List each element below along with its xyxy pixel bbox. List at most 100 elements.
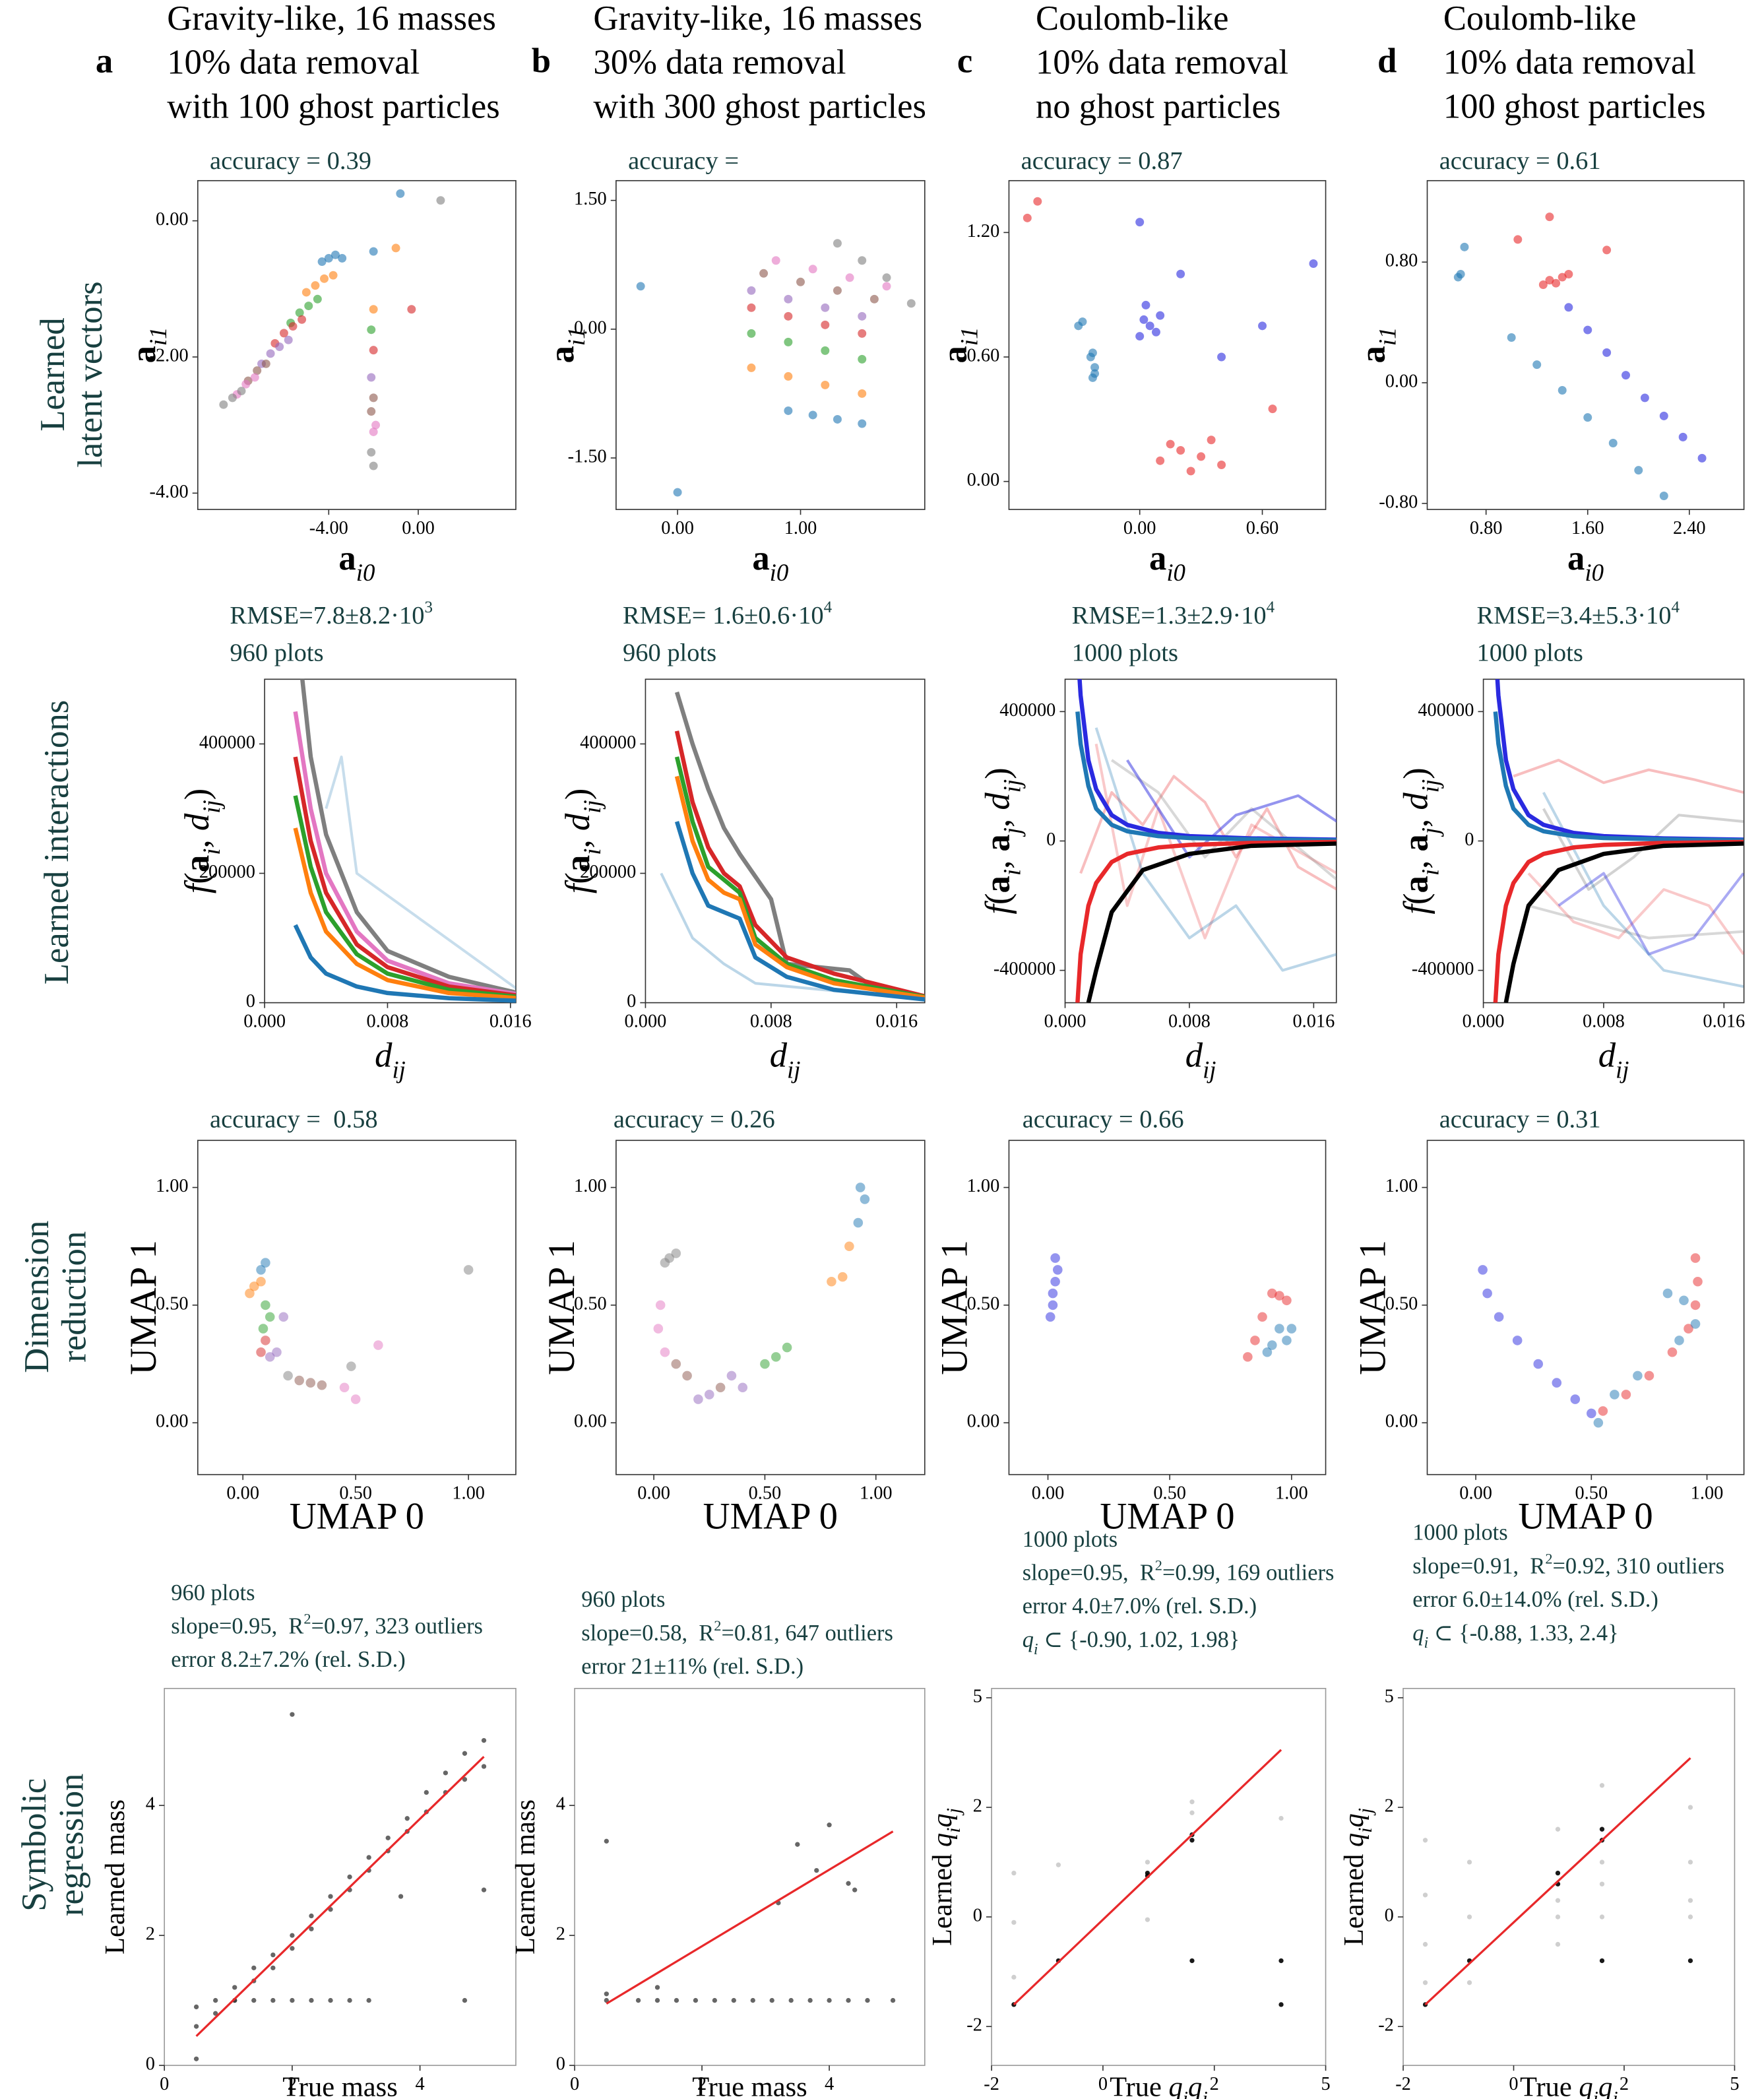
- point: [1267, 1288, 1277, 1299]
- y-axis-label: f(ai, aj, dij): [1397, 767, 1443, 914]
- point: [784, 337, 793, 346]
- point: [1048, 1300, 1058, 1310]
- column-header: 10% data removal: [167, 44, 420, 82]
- curve: [674, 775, 925, 1000]
- point: [1482, 1288, 1492, 1299]
- text-part: ,: [178, 831, 216, 848]
- text-part: j: [1610, 2088, 1618, 2099]
- point: [807, 1997, 813, 2003]
- text-part: slope=0.95, R: [1023, 1561, 1155, 1586]
- point: [693, 1394, 703, 1404]
- text-part: i: [1416, 869, 1443, 876]
- axes-frame: [1426, 1140, 1745, 1475]
- x-axis-label: True qiqj: [1520, 2071, 1618, 2099]
- text-part: q: [927, 1813, 958, 1827]
- text-part: i: [1354, 1827, 1376, 1832]
- point: [338, 253, 347, 263]
- point: [228, 393, 237, 403]
- text-part: a: [978, 834, 1017, 851]
- text-part: i: [943, 1827, 965, 1832]
- text-part: 2: [1545, 1550, 1552, 1566]
- point: [858, 256, 867, 265]
- point: [1552, 278, 1561, 288]
- row-label: Learned interactions: [38, 700, 76, 985]
- curve: [674, 756, 925, 999]
- point: [369, 247, 378, 256]
- point: [654, 1997, 660, 2003]
- point: [1189, 1799, 1195, 1805]
- point: [704, 1390, 714, 1400]
- text-part: Learned: [927, 1847, 958, 1946]
- point: [1634, 466, 1643, 475]
- panel-letter: a: [96, 42, 113, 81]
- point: [604, 1997, 609, 2003]
- text-part: q: [1412, 1621, 1424, 1646]
- point: [328, 1894, 333, 1899]
- x-tick-label: 2: [1620, 2074, 1629, 2094]
- point: [869, 294, 879, 304]
- x-tick-label: 0.008: [367, 1012, 409, 1032]
- point: [253, 366, 262, 375]
- point: [251, 1965, 257, 1970]
- text-part: ): [978, 767, 1017, 779]
- annotation: 960 plots: [230, 639, 323, 667]
- text-part: ,: [978, 852, 1017, 869]
- text-part: (: [178, 872, 216, 884]
- y-tick-label: 0.50: [1385, 1293, 1418, 1314]
- point: [1678, 432, 1687, 441]
- point: [1608, 439, 1618, 447]
- text-part: i0: [356, 559, 375, 586]
- point: [771, 1352, 781, 1362]
- plot-area: [1478, 1253, 1703, 1428]
- annotation: error 8.2±7.2% (rel. S.D.): [171, 1647, 405, 1672]
- annotation: accuracy = 0.61: [1439, 147, 1601, 175]
- y-axis-label: f(ai, dij): [178, 789, 225, 893]
- point: [673, 488, 682, 497]
- x-tick-label: 0.00: [1123, 518, 1156, 538]
- point: [1659, 411, 1668, 420]
- text-part: d: [1598, 1037, 1616, 1075]
- x-tick-label: 0.000: [1463, 1012, 1505, 1032]
- point: [1011, 1870, 1017, 1876]
- point: [1690, 1253, 1701, 1263]
- point: [1599, 1914, 1605, 1920]
- x-tick-label: 0: [1509, 2074, 1518, 2094]
- point: [821, 320, 830, 329]
- x-tick-label: 0.50: [1153, 1483, 1186, 1504]
- plot-area: [1075, 679, 1337, 1003]
- point: [250, 373, 259, 382]
- point: [1564, 270, 1573, 278]
- text-part: j: [1199, 2088, 1207, 2099]
- point: [245, 1288, 255, 1299]
- x-tick-label: 0.016: [875, 1012, 918, 1032]
- column-header: with 100 ghost particles: [167, 87, 500, 125]
- x-tick-label: 0: [160, 2074, 169, 2094]
- plot-area: [653, 1182, 870, 1404]
- point: [1011, 1920, 1017, 1925]
- x-tick-label: 1.00: [452, 1483, 485, 1504]
- text-part: a: [1149, 539, 1166, 577]
- fit-line: [1013, 1749, 1282, 2006]
- point: [855, 1182, 866, 1192]
- point: [1197, 452, 1206, 461]
- point: [604, 1838, 609, 1844]
- y-axis-label: Learned qiqj: [1339, 1808, 1377, 1946]
- text-part: d: [1397, 792, 1435, 810]
- y-tick-label: 0: [1046, 829, 1055, 850]
- column-header: 10% data removal: [1036, 44, 1288, 82]
- point: [655, 1300, 666, 1310]
- x-tick-label: 5: [1730, 2074, 1739, 2094]
- point: [283, 1371, 293, 1381]
- y-tick-label: 0: [556, 2054, 565, 2075]
- point: [782, 1342, 792, 1353]
- y-tick-label: 400000: [199, 732, 255, 753]
- point: [1558, 273, 1567, 282]
- y-tick-label: 5: [1385, 1686, 1394, 1706]
- point: [1684, 1324, 1693, 1334]
- point: [845, 273, 854, 282]
- point: [747, 363, 756, 372]
- point: [1555, 1826, 1561, 1832]
- point: [1552, 1378, 1562, 1388]
- point: [272, 1347, 282, 1357]
